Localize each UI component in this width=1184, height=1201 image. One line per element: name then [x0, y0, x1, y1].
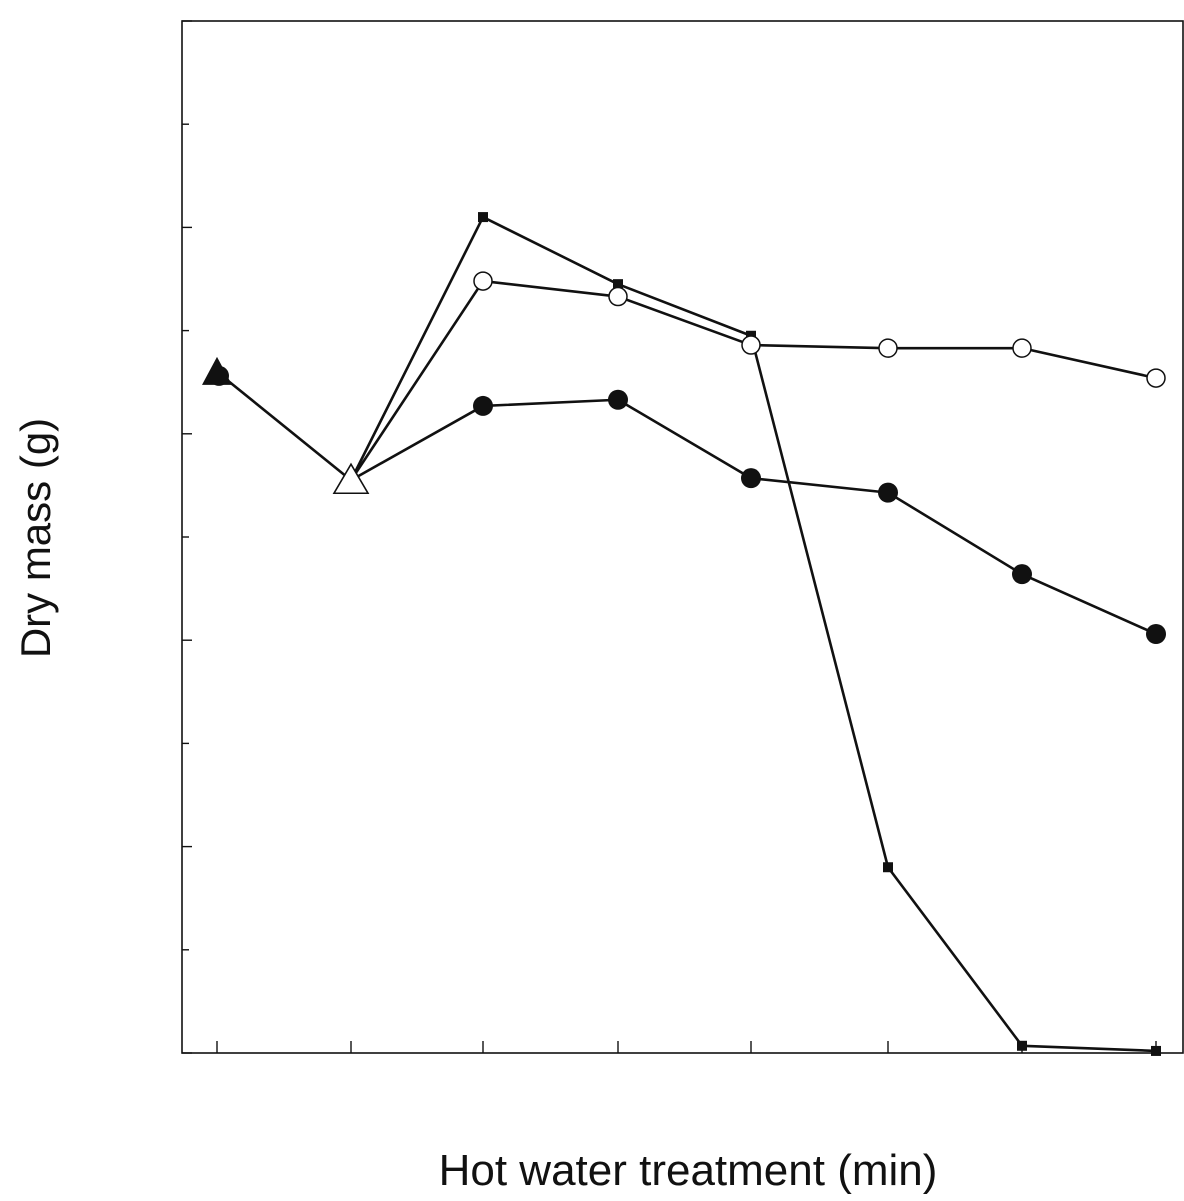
marker-open-circle: [878, 338, 898, 358]
marker-open-circle: [473, 271, 493, 291]
marker-filled-circle: [741, 468, 761, 489]
marker-open-circle: [1012, 338, 1032, 358]
marker-filled-circle: [878, 482, 898, 503]
axes: [181, 20, 1184, 1054]
y-axis-title: Dry mass (g): [12, 418, 59, 658]
marker-filled-circle: [473, 395, 493, 416]
marker-open-circle: [741, 335, 761, 355]
x-axis-title: Hot water treatment (min): [439, 1146, 938, 1195]
marker-filled-circle: [608, 389, 628, 410]
line-control-to-soak: [216, 370, 352, 482]
marker-filled-triangle-overlap: [209, 365, 229, 386]
marker-filled-square: [613, 279, 623, 290]
series-line-open-circle: [349, 279, 1157, 481]
marker-open-triangle: [332, 462, 370, 495]
series-markers: [202, 212, 1166, 1056]
marker-filled-square: [1151, 1045, 1161, 1056]
marker-filled-square: [1017, 1040, 1027, 1051]
marker-filled-square: [883, 862, 893, 873]
marker-filled-circle: [1146, 624, 1166, 645]
plot-frame: [181, 20, 1184, 1054]
marker-filled-circle: [1012, 564, 1032, 585]
marker-open-circle: [1146, 368, 1166, 388]
marker-open-circle: [608, 286, 628, 307]
marker-filled-square: [478, 212, 488, 223]
series-line-filled-circle: [350, 398, 1157, 636]
